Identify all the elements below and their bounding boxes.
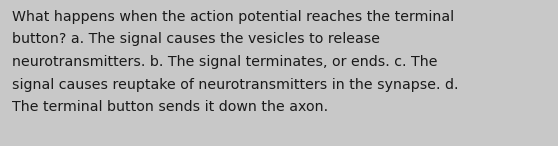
Text: neurotransmitters. b. The signal terminates, or ends. c. The: neurotransmitters. b. The signal termina… xyxy=(12,55,437,69)
Text: signal causes reuptake of neurotransmitters in the synapse. d.: signal causes reuptake of neurotransmitt… xyxy=(12,78,459,92)
Text: What happens when the action potential reaches the terminal: What happens when the action potential r… xyxy=(12,10,454,24)
Text: The terminal button sends it down the axon.: The terminal button sends it down the ax… xyxy=(12,100,328,114)
Text: button? a. The signal causes the vesicles to release: button? a. The signal causes the vesicle… xyxy=(12,33,380,46)
